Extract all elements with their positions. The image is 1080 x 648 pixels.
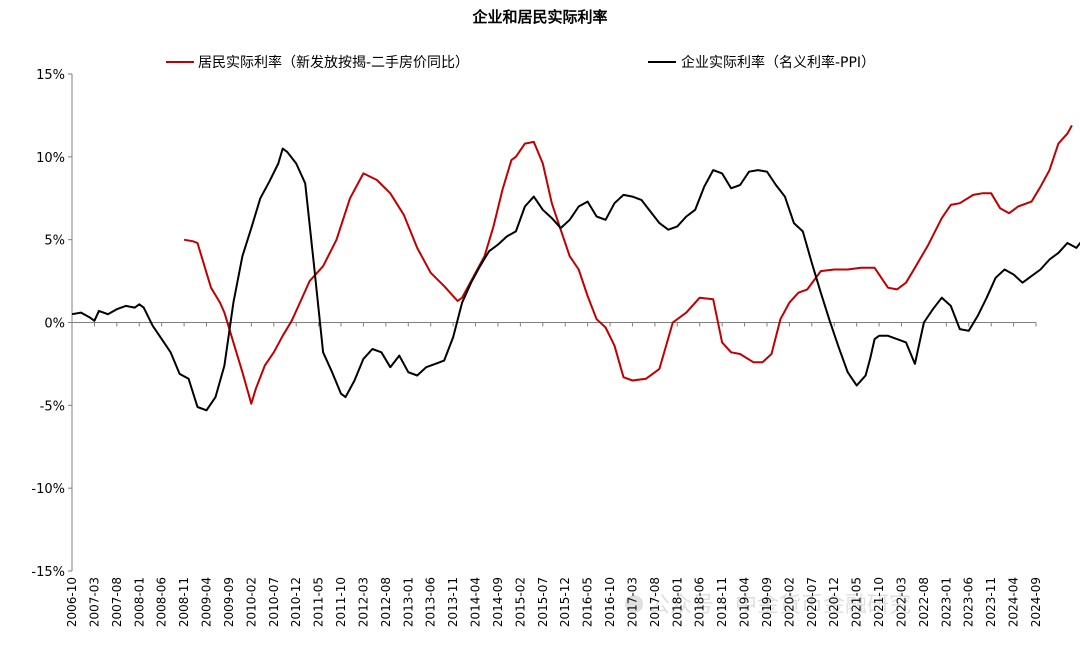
x-tick-label: 2017-08 [648,577,662,627]
series-layer [71,124,1080,412]
x-tick-label: 2009-09 [222,577,236,627]
y-tick-label: 15% [36,68,65,83]
x-tick-label: 2009-04 [200,577,214,627]
x-tick-label: 2007-03 [87,577,101,627]
legend-label-corporate: 企业实际利率（名义利率-PPI） [681,54,875,71]
x-tick-label: 2023-01 [939,577,953,627]
x-tick-label: 2014-09 [491,577,505,627]
x-tick-label: 2018-06 [693,577,707,627]
watermark: 公众号 · 中金货币金融研究 [625,593,911,618]
x-tick-label: 2010-07 [267,577,281,627]
x-tick-label: 2020-12 [827,577,841,627]
x-tick-label: 2012-08 [379,577,393,627]
x-tick-label: 2022-03 [894,577,908,627]
x-tick-label: 2021-10 [872,577,886,627]
y-tick-label: -15% [31,565,65,580]
x-tick-label: 2008-01 [132,577,146,627]
x-tick-label: 2008-06 [155,577,169,627]
x-tick-label: 2012-03 [356,577,370,627]
x-tick-label: 2019-09 [760,577,774,627]
y-tick-label: -5% [40,399,65,414]
y-tick-label: 0% [44,317,65,332]
x-tick-label: 2010-02 [244,577,258,627]
y-tick-label: 5% [44,234,65,249]
x-tick-label: 2015-07 [536,577,550,627]
x-tick-label: 2022-08 [917,577,931,627]
x-tick-label: 2021-05 [850,577,864,627]
watermark-text: 公众号 · 中金货币金融研究 [648,593,911,618]
x-tick-label: 2013-11 [446,577,460,627]
x-tick-label: 2015-02 [513,577,527,627]
x-tick-label: 2023-11 [984,577,998,627]
x-tick-label: 2013-01 [401,577,415,627]
x-tick-label: 2024-04 [1007,577,1021,627]
x-tick-label: 2017-03 [625,577,639,627]
legend: 居民实际利率（新发放按揭-二手房价同比） 企业实际利率（名义利率-PPI） [166,54,875,71]
x-tick-label: 2008-11 [177,577,191,627]
watermark-icon [625,595,643,613]
x-tick-label: 2006-10 [65,577,79,627]
x-tick-label: 2015-12 [558,577,572,627]
legend-label-household: 居民实际利率（新发放按揭-二手房价同比） [198,54,469,71]
x-tick-label: 2010-12 [289,577,303,627]
y-tick-label: -10% [31,482,65,497]
x-tick-label: 2014-04 [469,577,483,627]
y-tick-label: 10% [36,151,65,166]
x-tick-label: 2020-07 [805,577,819,627]
x-tick-label: 2018-11 [715,577,729,627]
x-tick-label: 2018-01 [670,577,684,627]
x-tick-label: 2007-08 [110,577,124,627]
x-tick-label: 2016-10 [603,577,617,627]
x-tick-label: 2011-05 [312,577,326,627]
axes: 15% 10% 5% 0% -5% -10% -15%2006-10 2007-03 2007-… [31,68,1043,627]
x-tick-label: 2023-06 [962,577,976,627]
x-tick-label: 2020-02 [782,577,796,627]
x-tick-label: 2016-05 [581,577,595,627]
chart-title: 企业和居民实际利率 [472,8,608,26]
series-line-household [183,124,1073,405]
x-tick-label: 2019-04 [738,577,752,627]
series-line-corporate [71,147,1080,412]
x-tick-label: 2024-09 [1029,577,1043,627]
x-tick-label: 2013-06 [424,577,438,627]
x-tick-label: 2011-10 [334,577,348,627]
